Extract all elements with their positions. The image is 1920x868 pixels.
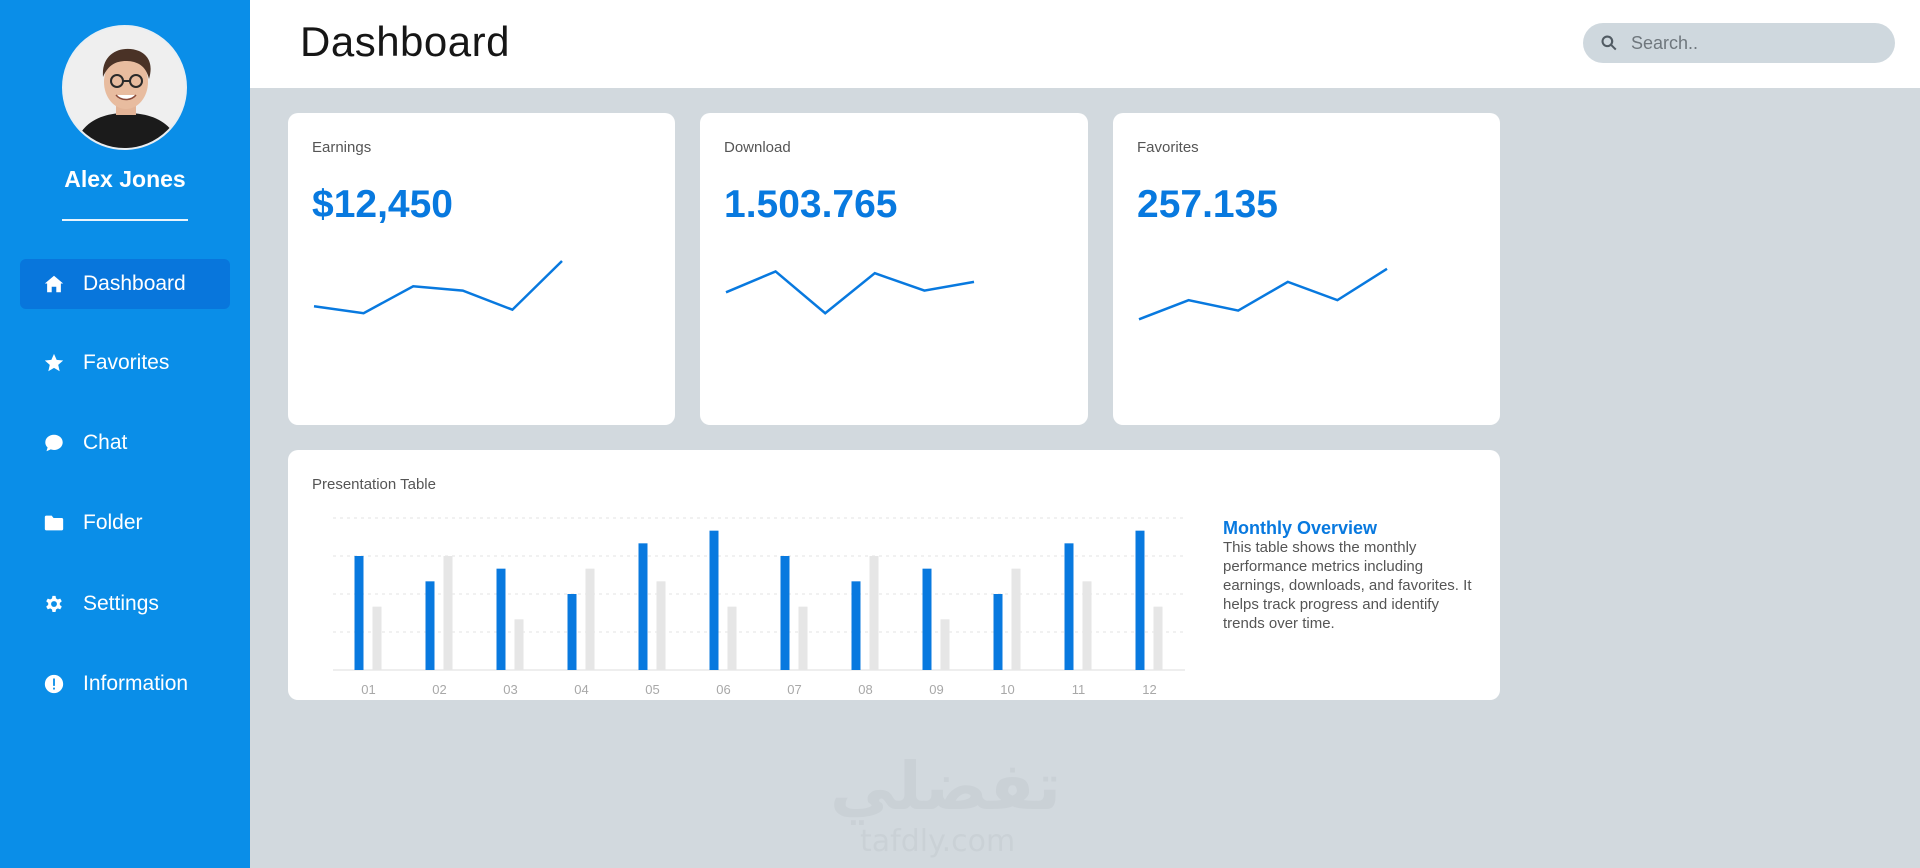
x-tick-label: 09 — [929, 682, 943, 697]
earnings-card: Earnings $12,450 — [288, 113, 675, 425]
bar-04-series-1 — [567, 594, 577, 670]
sidebar-item-label: Folder — [83, 511, 143, 534]
sidebar-item-folder[interactable]: Folder — [20, 498, 230, 548]
sidebar-item-label: Chat — [83, 431, 128, 454]
bar-12-series-1 — [1135, 530, 1145, 670]
presentation-label: Presentation Table — [312, 476, 436, 493]
card-value: 1.503.765 — [724, 183, 898, 226]
x-tick-label: 05 — [645, 682, 659, 697]
x-tick-label: 04 — [574, 682, 588, 697]
card-label: Favorites — [1137, 139, 1199, 156]
x-tick-label: 06 — [716, 682, 730, 697]
chat-icon — [41, 430, 67, 456]
bar-05-series-1 — [638, 543, 648, 670]
bar-11-series-1 — [1064, 543, 1074, 670]
bar-02-series-1 — [425, 581, 435, 670]
bar-01-series-1 — [354, 556, 364, 670]
bar-10-series-1 — [993, 594, 1003, 670]
sidebar-item-chat[interactable]: Chat — [20, 418, 230, 468]
bar-03-series-1 — [496, 568, 506, 670]
search-box[interactable] — [1583, 23, 1895, 63]
bar-02-series-2 — [443, 556, 453, 670]
bar-09-series-1 — [922, 568, 932, 670]
favorites-sparkline — [1138, 267, 1388, 321]
sidebar-item-label: Dashboard — [83, 272, 186, 295]
sidebar-item-information[interactable]: Information — [20, 659, 230, 709]
sidebar-item-label: Information — [83, 672, 189, 695]
bar-01-series-2 — [372, 606, 382, 670]
folder-icon — [41, 510, 67, 536]
x-tick-label: 02 — [432, 682, 446, 697]
monthly-bar-chart: 01 02 03 04 05 06 07 08 09 10 11 12 — [333, 517, 1185, 697]
sidebar: Alex Jones Dashboard Favorites Chat Fold… — [0, 0, 250, 868]
x-tick-label: 01 — [361, 682, 375, 697]
bar-03-series-2 — [514, 619, 524, 670]
bar-04-series-2 — [585, 568, 595, 670]
sparkline-path — [1138, 267, 1388, 321]
bar-07-series-1 — [780, 556, 790, 670]
earnings-sparkline — [313, 260, 563, 315]
info-icon — [41, 671, 67, 697]
x-tick-label: 11 — [1072, 682, 1086, 697]
sidebar-divider — [62, 219, 188, 221]
star-icon — [41, 350, 67, 376]
download-card: Download 1.503.765 — [700, 113, 1088, 425]
card-value: $12,450 — [312, 183, 453, 226]
favorites-card: Favorites 257.135 — [1113, 113, 1500, 425]
user-avatar-icon — [64, 27, 185, 148]
watermark-sub: tafdly.com — [860, 824, 1016, 859]
sidebar-item-favorites[interactable]: Favorites — [20, 338, 230, 388]
header: Dashboard — [250, 0, 1920, 88]
bar-06-series-1 — [709, 530, 719, 670]
search-input[interactable] — [1631, 32, 1871, 54]
bar-11-series-2 — [1082, 581, 1092, 670]
card-label: Download — [724, 139, 791, 156]
bar-08-series-1 — [851, 581, 861, 670]
x-tick-label: 12 — [1142, 682, 1156, 697]
avatar[interactable] — [62, 25, 187, 150]
user-name: Alex Jones — [64, 166, 186, 192]
download-sparkline — [725, 269, 975, 315]
sidebar-item-settings[interactable]: Settings — [20, 579, 230, 629]
bar-06-series-2 — [727, 606, 737, 670]
card-label: Earnings — [312, 139, 372, 156]
sidebar-item-dashboard[interactable]: Dashboard — [20, 259, 230, 309]
bar-09-series-2 — [940, 619, 950, 670]
home-icon — [41, 271, 67, 297]
presentation-card: Presentation Table 01 02 03 04 05 06 07 08 09 10 1… — [288, 450, 1500, 700]
x-tick-label: 03 — [503, 682, 517, 697]
overview-title: Monthly Overview — [1223, 518, 1378, 538]
card-value: 257.135 — [1137, 183, 1278, 226]
gear-icon — [41, 591, 67, 617]
sparkline-path — [725, 269, 975, 315]
sidebar-item-label: Settings — [83, 592, 159, 615]
sparkline-path — [313, 260, 563, 315]
bar-12-series-2 — [1153, 606, 1163, 670]
bar-07-series-2 — [798, 606, 808, 670]
bar-05-series-2 — [656, 581, 666, 670]
overview-text: This table shows the monthly performance… — [1223, 539, 1472, 632]
x-tick-label: 07 — [787, 682, 801, 697]
bar-10-series-2 — [1011, 568, 1021, 670]
page-title: Dashboard — [300, 18, 510, 65]
search-icon — [1601, 35, 1617, 51]
sidebar-item-label: Favorites — [83, 351, 170, 374]
x-tick-label: 08 — [858, 682, 872, 697]
bar-08-series-2 — [869, 556, 879, 670]
x-tick-label: 10 — [1000, 682, 1014, 697]
watermark: تفضلي — [830, 748, 1062, 825]
